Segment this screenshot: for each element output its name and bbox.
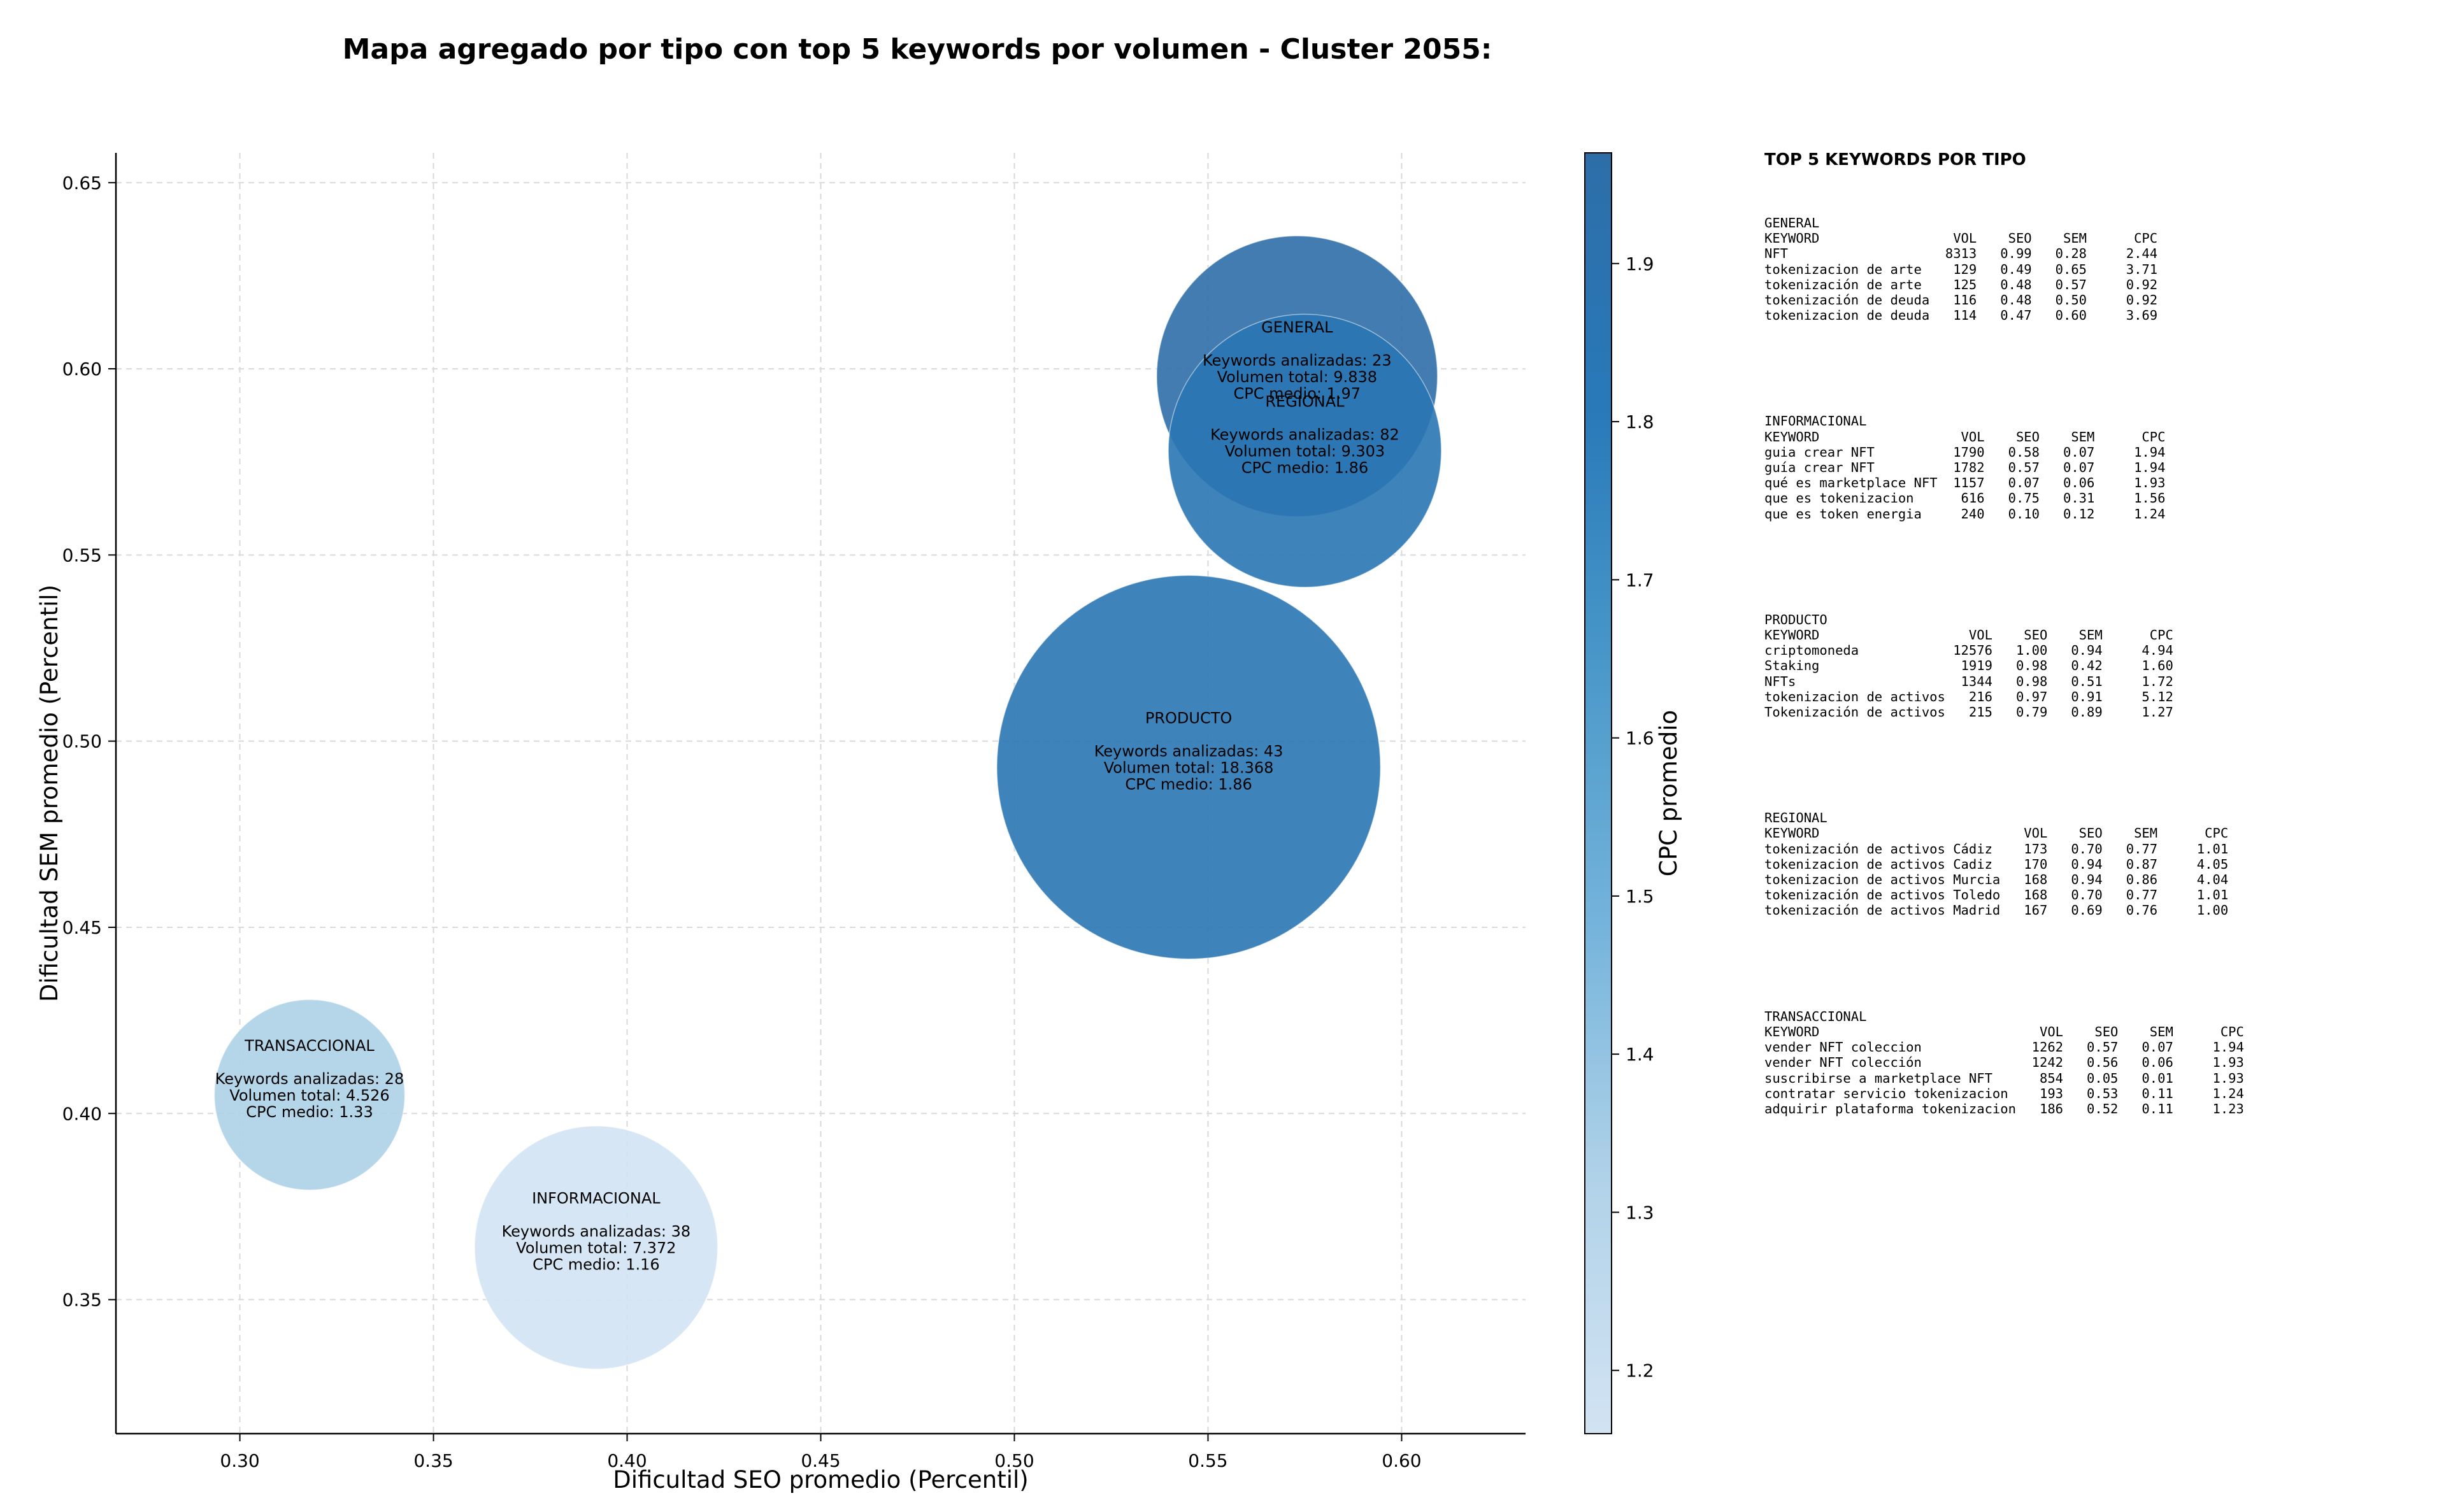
bubble-stat-label: Keywords analizadas: 23 (1203, 352, 1392, 369)
bubble-stat-label: CPC medio: 1.86 (1241, 459, 1369, 477)
keyword-table-text: PRODUCTO KEYWORD VOL SEO SEM CPC criptom… (1764, 611, 2173, 720)
colorbar: 1.2 1.3 1.4 1.5 1.6 1.7 1.8 1.9 CPC promedio (1584, 152, 1682, 1434)
bubble-stat-label: Keywords analizadas: 43 (1094, 743, 1284, 760)
bubble-stat-label: Volumen total: 9.303 (1225, 443, 1385, 460)
y-axis-label: Dificultad SEM promedio (Percentil) (36, 585, 63, 1002)
bubble-stat-label: CPC medio: 1.86 (1125, 776, 1252, 794)
y-tick-label: 0.65 (62, 173, 102, 194)
axes: 0.30 0.35 0.40 0.45 0.50 0.55 0.60 0.35 0.40 0.45… (36, 153, 1526, 1494)
colorbar-tick-label: 1.7 (1626, 569, 1654, 590)
y-tick-label: 0.60 (62, 359, 102, 380)
bubble-type-label: REGIONAL (1265, 393, 1345, 411)
bubble-type-label: TRANSACCIONAL (244, 1037, 375, 1055)
bubble-type-label: INFORMACIONAL (532, 1190, 661, 1208)
x-tick-label: 0.40 (607, 1450, 647, 1471)
bubble-type-label: PRODUCTO (1145, 710, 1232, 727)
keyword-table-text: INFORMACIONAL KEYWORD VOL SEO SEM CPC gu… (1764, 413, 2166, 522)
chart-title: Mapa agregado por tipo con top 5 keyword… (342, 33, 1492, 66)
colorbar-tick-label: 1.9 (1626, 253, 1654, 275)
bubble-type-label: GENERAL (1261, 318, 1333, 336)
keyword-table-informacional: INFORMACIONAL KEYWORD VOL SEO SEM CPC gu… (1764, 413, 2433, 521)
colorbar-label: CPC promedio (1655, 710, 1682, 876)
bubble-regional (1168, 313, 1442, 588)
bubbles (213, 235, 1442, 1370)
bubble-stat-label: Volumen total: 18.368 (1104, 759, 1274, 777)
x-tick-label: 0.35 (413, 1450, 453, 1471)
bubble-stat-label: Volumen total: 4.526 (229, 1087, 389, 1104)
keyword-table-text: REGIONAL KEYWORD VOL SEO SEM CPC tokeniz… (1764, 810, 2229, 918)
y-tick-label: 0.55 (62, 545, 102, 566)
bubble-stat-label: CPC medio: 1.97 (1234, 385, 1361, 403)
bubble-stat-label: Volumen total: 7.372 (516, 1239, 676, 1257)
bubble-stat-label: Keywords analizadas: 28 (215, 1070, 404, 1088)
bubble-stat-label: Keywords analizadas: 82 (1210, 426, 1399, 444)
bubble-stat-label: Volumen total: 9.838 (1217, 368, 1377, 386)
panel-title: TOP 5 KEYWORDS POR TIPO (1764, 150, 2026, 169)
x-tick-label: 0.50 (994, 1450, 1034, 1471)
x-axis-label: Dificultad SEO promedio (Percentil) (613, 1466, 1028, 1494)
keyword-table-producto: PRODUCTO KEYWORD VOL SEO SEM CPC criptom… (1764, 612, 2433, 720)
x-tick-label: 0.60 (1382, 1450, 1421, 1471)
bubble-stat-label: CPC medio: 1.33 (246, 1103, 373, 1121)
keyword-table-regional: REGIONAL KEYWORD VOL SEO SEM CPC tokeniz… (1764, 810, 2433, 918)
keyword-table-transaccional: TRANSACCIONAL KEYWORD VOL SEO SEM CPC ve… (1764, 1009, 2433, 1116)
keyword-table-text: TRANSACCIONAL KEYWORD VOL SEO SEM CPC ve… (1764, 1008, 2244, 1116)
colorbar-gradient (1584, 152, 1612, 1434)
y-tick-label: 0.40 (62, 1103, 102, 1124)
y-tick-label: 0.35 (62, 1290, 102, 1311)
x-tick-label: 0.30 (220, 1450, 259, 1471)
colorbar-tick-label: 1.6 (1626, 728, 1654, 749)
colorbar-tick-label: 1.8 (1626, 411, 1654, 432)
x-tick-label: 0.55 (1188, 1450, 1227, 1471)
keyword-table-text: GENERAL KEYWORD VOL SEO SEM CPC NFT 8313… (1764, 215, 2158, 324)
y-tick-label: 0.45 (62, 917, 102, 938)
top-keywords-panel: TOP 5 KEYWORDS POR TIPO GENERAL KEYWORD … (1764, 150, 2433, 1207)
bubble-stat-label: Keywords analizadas: 38 (502, 1223, 691, 1241)
y-tick-label: 0.50 (62, 731, 102, 752)
colorbar-tick-label: 1.4 (1626, 1044, 1654, 1065)
bubble-producto (996, 574, 1381, 960)
bubble-informacional (474, 1125, 719, 1370)
colorbar-tick-label: 1.2 (1626, 1360, 1654, 1381)
x-tick-label: 0.45 (801, 1450, 840, 1471)
keyword-table-general: GENERAL KEYWORD VOL SEO SEM CPC NFT 8313… (1764, 215, 2433, 323)
bubble-stat-label: CPC medio: 1.16 (533, 1256, 660, 1274)
colorbar-tick-label: 1.3 (1626, 1202, 1654, 1223)
colorbar-tick-label: 1.5 (1626, 886, 1654, 907)
bubble-transaccional (213, 999, 406, 1191)
